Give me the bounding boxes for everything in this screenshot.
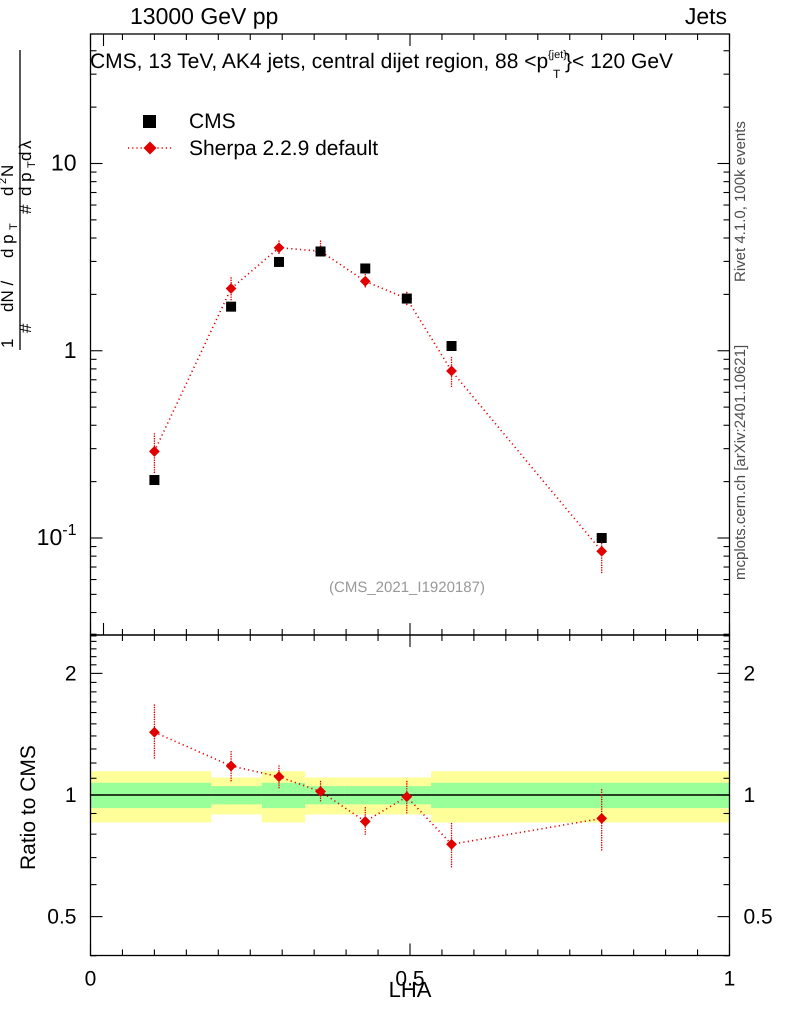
svg-text:N: N: [0, 165, 17, 177]
svg-text:d: d: [16, 152, 35, 161]
svg-text:Sherpa 2.2.9 default: Sherpa 2.2.9 default: [189, 137, 378, 160]
svg-text:T: T: [8, 223, 20, 230]
svg-text:CMS, 13 TeV, AK4 jets, central: CMS, 13 TeV, AK4 jets, central dijet reg…: [90, 50, 548, 73]
svg-text:Jets: Jets: [685, 3, 727, 29]
svg-text:(CMS_2021_I1920187): (CMS_2021_I1920187): [329, 579, 485, 596]
svg-text:Rivet 4.1.0, 100k events: Rivet 4.1.0, 100k events: [732, 121, 749, 282]
svg-text:1: 1: [64, 337, 77, 363]
svg-text:Ratio to CMS: Ratio to CMS: [17, 745, 40, 870]
svg-text:d p: d p: [0, 234, 17, 258]
svg-text:10: 10: [51, 150, 77, 176]
svg-text:mcplots.cern.ch [arXiv:2401.10: mcplots.cern.ch [arXiv:2401.10621]: [732, 345, 749, 580]
svg-text:1: 1: [0, 339, 17, 348]
svg-text:0: 0: [85, 968, 97, 991]
svg-text:2: 2: [65, 662, 77, 685]
svg-text:#: #: [16, 323, 35, 333]
svg-text:2: 2: [744, 662, 756, 685]
svg-text:#: #: [16, 204, 35, 214]
svg-text:d: d: [0, 187, 17, 196]
svg-text:1: 1: [744, 784, 756, 807]
svg-text:1: 1: [65, 784, 77, 807]
svg-text:dN /: dN /: [0, 281, 17, 312]
svg-text:T: T: [26, 161, 38, 168]
svg-text:T: T: [553, 67, 561, 81]
svg-text:1: 1: [724, 968, 736, 991]
svg-text:d p: d p: [16, 172, 35, 196]
svg-text:}< 120 GeV: }< 120 GeV: [565, 50, 673, 73]
svg-text:CMS: CMS: [189, 110, 236, 133]
svg-text:0.5: 0.5: [744, 906, 773, 929]
svg-text:0.5: 0.5: [395, 968, 424, 991]
svg-text:13000 GeV pp: 13000 GeV pp: [130, 3, 278, 29]
svg-text:2: 2: [0, 178, 9, 184]
svg-text:0.5: 0.5: [47, 906, 76, 929]
svg-text:λ: λ: [16, 140, 35, 149]
